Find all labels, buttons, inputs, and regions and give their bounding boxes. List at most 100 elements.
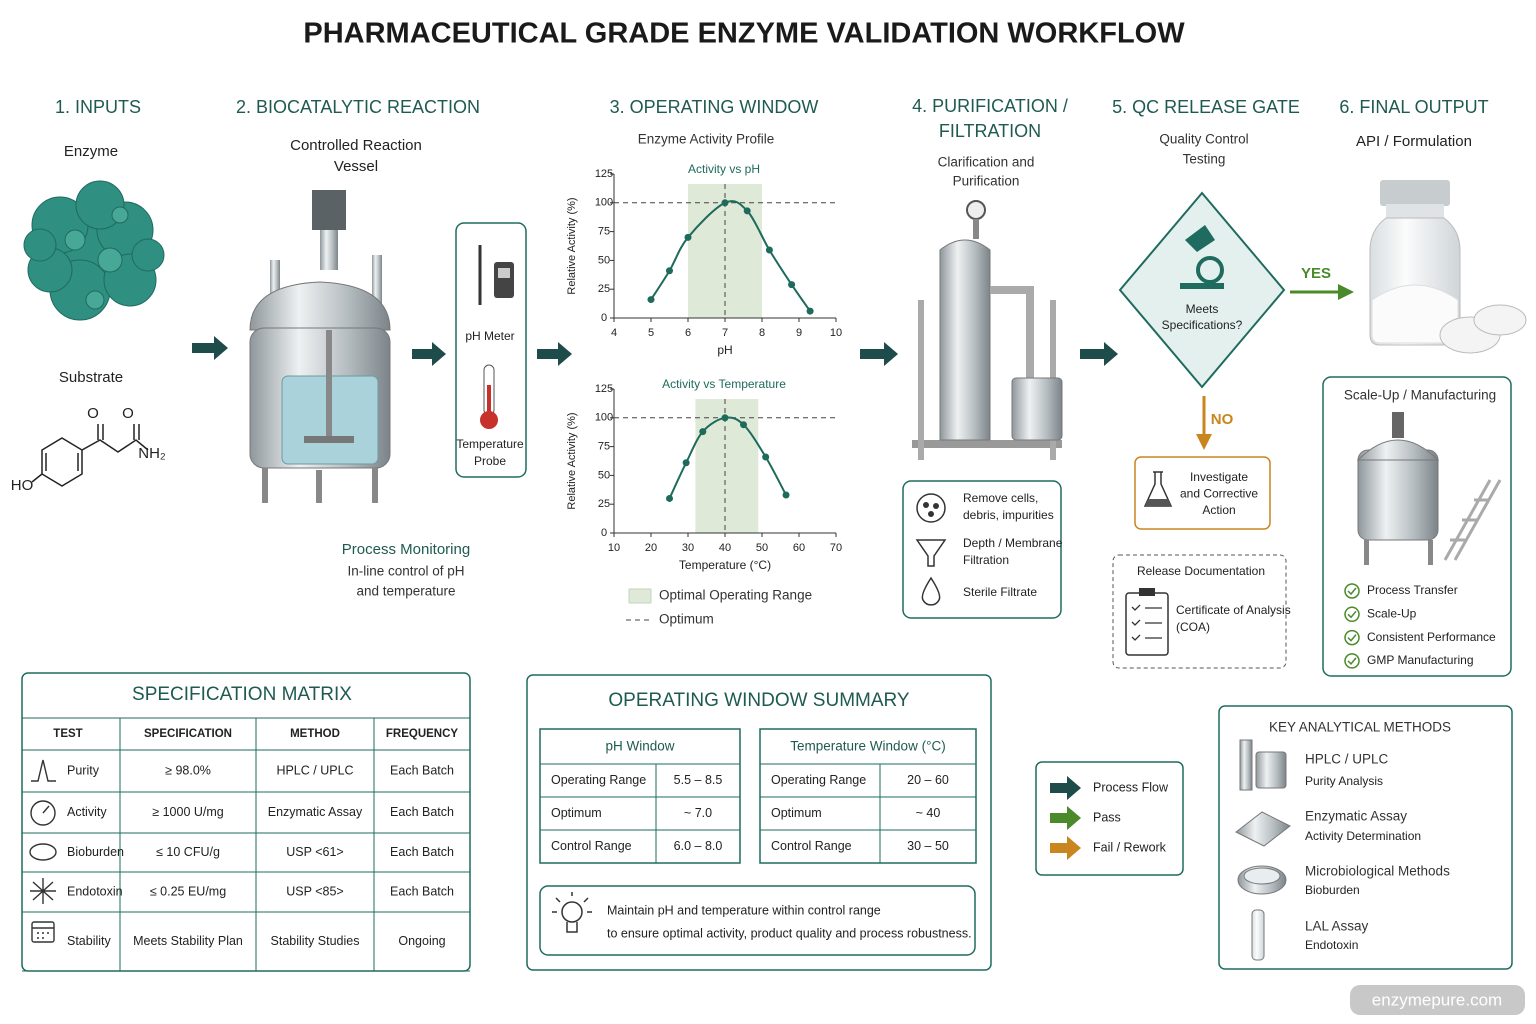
chart-data-yticks: 125	[595, 383, 613, 395]
summary-tables-rows: Control Range	[771, 839, 852, 853]
filter-illustration-part	[918, 300, 924, 460]
operating-window-subtitle: Enzyme Activity Profile	[638, 132, 775, 147]
flow-arrow	[412, 342, 446, 366]
inputs-substrate-labels: HO	[11, 477, 34, 494]
spec-matrix-rows: ≤ 0.25 EU/mg	[150, 884, 226, 898]
monitoring-panel-part	[494, 262, 514, 298]
methods-items-detail: Purity Analysis	[1305, 774, 1383, 788]
fail-arrow-head	[1196, 434, 1212, 450]
data-point	[699, 428, 707, 436]
enzyme-icon-part	[97, 247, 123, 273]
qc-docs-text: Certificate of Analysis	[1176, 603, 1291, 617]
qc-investigate: and Corrective	[1180, 487, 1258, 501]
qc-decision-part	[1185, 225, 1215, 252]
spec-icons-part	[30, 800, 56, 826]
flow-arrow	[192, 336, 228, 360]
spec-matrix-rows: Purity	[67, 763, 100, 777]
data-point	[762, 453, 770, 461]
chart-data-y-label: Relative Activity (%)	[566, 197, 578, 294]
chart-data-yticks: 25	[598, 283, 610, 295]
spec-matrix-rows: Each Batch	[390, 884, 454, 898]
summary-tables-rows: Control Range	[551, 839, 632, 853]
bulb-icon-part	[552, 892, 592, 933]
title: PHARMACEUTICAL GRADE ENZYME VALIDATION W…	[303, 18, 1185, 50]
methods-items-detail: Bioburden	[1305, 883, 1360, 897]
qc-decision	[1118, 191, 1286, 389]
chart-data-xticks: 60	[793, 542, 805, 554]
spec-matrix-rows: ≥ 1000 U/mg	[152, 805, 224, 819]
substrate-structure-part	[45, 453, 79, 471]
methods-items-name: Microbiological Methods	[1305, 864, 1450, 879]
summary-table	[759, 728, 977, 864]
chart-data-xticks: 20	[645, 542, 657, 554]
methods-items-detail: Endotoxin	[1305, 938, 1358, 952]
spec-icons-part	[29, 843, 57, 861]
data-point	[765, 246, 773, 254]
data-point	[806, 307, 814, 315]
qc-decision-part	[1196, 256, 1224, 284]
qc-investigate: Investigate	[1190, 470, 1248, 484]
release-docs-box-part	[1139, 588, 1155, 596]
methods-items-name: Enzymatic Assay	[1305, 809, 1407, 824]
substrate-structure-part	[31, 473, 43, 483]
spec-matrix-title: SPECIFICATION MATRIX	[132, 684, 352, 705]
data-point	[684, 233, 692, 241]
spec-matrix-rows: ≥ 98.0%	[165, 763, 211, 777]
purification-box-part	[916, 493, 946, 523]
qc-heading: 5. QC RELEASE GATE	[1112, 97, 1300, 117]
release-docs-box	[1112, 554, 1287, 669]
purification-box-part	[933, 503, 939, 509]
output-scale-items: Process Transfer	[1367, 583, 1458, 597]
spec-matrix-rows: USP <85>	[286, 884, 343, 898]
scale-up-box-part	[1357, 449, 1439, 541]
methods-box	[1218, 705, 1513, 970]
reactor-illustration-part	[262, 468, 268, 503]
data-point	[721, 199, 729, 207]
purification-items: Depth / Membrane	[963, 536, 1063, 550]
release-docs-box-part	[1131, 604, 1162, 641]
qc-yes: YES	[1301, 265, 1331, 282]
spec-matrix-rows: Each Batch	[390, 763, 454, 777]
methods-items-detail: Activity Determination	[1305, 829, 1421, 843]
check-icon	[1344, 583, 1360, 599]
op-legend-swatches	[626, 588, 652, 621]
purification-box-part	[921, 576, 941, 606]
qc-no: NO	[1211, 411, 1234, 428]
spec-matrix-rows: Each Batch	[390, 845, 454, 859]
spec-icons	[29, 759, 57, 943]
qc-decision: Meets	[1186, 302, 1219, 316]
watermark: enzymepure.com	[1372, 990, 1502, 1009]
method-icons-part	[1235, 811, 1291, 847]
filter-illustration-part	[939, 239, 991, 441]
chart-data-xticks: 4	[611, 327, 617, 339]
purification-box-part	[928, 511, 934, 517]
bulb-icon	[552, 892, 592, 933]
chart-data-yticks: 25	[598, 498, 610, 510]
spec-matrix-rows: Endotoxin	[67, 884, 123, 898]
reactor-illustration-part	[320, 230, 338, 270]
reaction-vessel: Vessel	[334, 158, 378, 175]
reactor-illustration-part	[270, 260, 280, 320]
check-icon	[1344, 606, 1360, 623]
spec-matrix-rows: Stability Studies	[271, 934, 360, 948]
reaction-ph-meter: pH Meter	[465, 329, 514, 343]
inputs-substrate: Substrate	[59, 369, 123, 386]
check-mark	[1347, 634, 1357, 642]
enzyme-icon-part	[111, 206, 129, 224]
monitoring-panel-part	[498, 268, 510, 278]
scale-up-box	[1322, 376, 1512, 677]
spec-matrix-columns: SPECIFICATION	[144, 728, 232, 740]
data-point	[666, 267, 673, 275]
chart-data-xticks: 5	[648, 327, 654, 339]
spec-matrix-rows: Stability	[67, 934, 112, 948]
summary-tables-rows: Operating Range	[771, 773, 866, 787]
scale-up-box-part	[1356, 439, 1440, 461]
data-point	[682, 459, 690, 467]
purification-items: debris, impurities	[963, 508, 1054, 522]
chart-data-yticks: 50	[598, 469, 610, 481]
output-heading: 6. FINAL OUTPUT	[1339, 97, 1488, 117]
chart-data-xticks: 30	[682, 542, 694, 554]
chart-data-xticks: 40	[719, 542, 731, 554]
